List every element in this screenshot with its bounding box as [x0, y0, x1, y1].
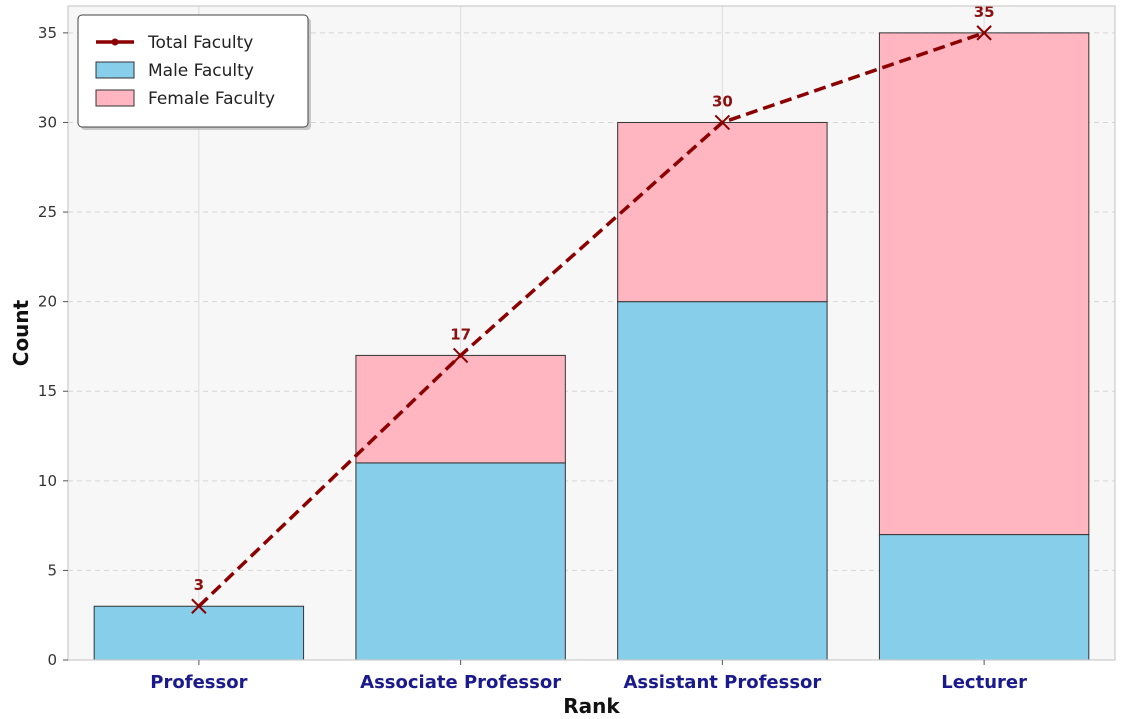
bar-male-faculty-professor — [93, 605, 305, 661]
y-tick-label: 0 — [47, 651, 57, 669]
y-tick-label: 35 — [38, 24, 57, 42]
legend-line-marker — [111, 38, 119, 46]
plot-frame — [67, 5, 1116, 661]
legend-label-total-faculty: Total Faculty — [147, 33, 253, 53]
x-axis-ticks: Professor Associate Professor Assistant Pr… — [150, 660, 1027, 693]
bar-male-faculty-assistant-professor — [617, 301, 828, 661]
total-faculty-point — [714, 114, 731, 131]
total-faculty-point — [976, 25, 992, 41]
total-faculty-line — [197, 31, 985, 608]
y-axis-ticks: 0 5 10 15 20 25 30 35 — [38, 24, 68, 669]
y-tick-label: 20 — [38, 293, 57, 311]
y-tick-label: 15 — [38, 382, 57, 400]
legend-swatch-male-faculty — [95, 61, 135, 79]
y-tick-label: 5 — [47, 561, 57, 579]
x-tick-label-associate-professor: Associate Professor — [360, 672, 561, 693]
x-tick-label-assistant-professor: Assistant Professor — [623, 672, 821, 693]
x-tick-label-lecturer: Lecturer — [941, 672, 1027, 693]
bar-male-faculty-associate-professor — [355, 462, 566, 661]
y-tick-label: 10 — [38, 472, 57, 490]
y-tick-label: 25 — [38, 203, 57, 221]
bars-group — [93, 32, 1090, 661]
legend-swatch-female-faculty — [95, 89, 135, 107]
legend-label-female-faculty: Female Faculty — [148, 89, 275, 109]
data-label: 3 — [194, 576, 204, 594]
legend-label-male-faculty: Male Faculty — [148, 61, 254, 81]
legend-box — [77, 14, 309, 128]
y-tick-label: 30 — [38, 113, 57, 131]
data-label: 30 — [712, 92, 733, 110]
x-tick-label-professor: Professor — [150, 672, 247, 693]
y-axis-title: Count — [9, 299, 33, 366]
bar-female-faculty-lecturer — [878, 32, 1090, 536]
total-faculty-point — [191, 598, 207, 614]
x-axis-title: Rank — [563, 694, 620, 718]
legend: Total Faculty Male Faculty Female Faculty — [77, 14, 311, 130]
bar-male-faculty-lecturer — [878, 534, 1090, 661]
data-label: 35 — [974, 3, 995, 21]
data-label: 17 — [450, 325, 471, 343]
data-labels-group: 3 17 30 35 — [194, 3, 995, 594]
bar-female-faculty-assistant-professor — [617, 121, 828, 303]
total-line-group — [191, 25, 992, 614]
bar-female-faculty-associate-professor — [355, 354, 566, 464]
total-faculty-point — [452, 347, 469, 364]
